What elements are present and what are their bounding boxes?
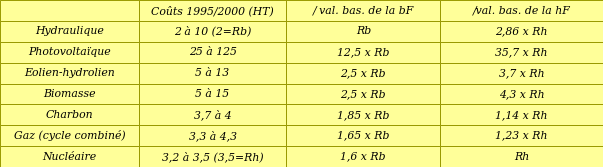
Bar <box>440 125 603 146</box>
Bar <box>0 104 139 125</box>
Bar <box>139 146 286 167</box>
Bar <box>139 0 286 21</box>
Bar <box>286 21 440 42</box>
Text: 35,7 x Rh: 35,7 x Rh <box>495 47 548 57</box>
Bar <box>139 63 286 84</box>
Bar <box>440 21 603 42</box>
Text: 2,5 x Rb: 2,5 x Rb <box>341 68 386 78</box>
Bar <box>0 0 139 21</box>
Text: Coûts 1995/2000 (HT): Coûts 1995/2000 (HT) <box>151 5 274 16</box>
Text: 1,14 x Rh: 1,14 x Rh <box>495 110 548 120</box>
Bar <box>0 63 139 84</box>
Bar <box>286 63 440 84</box>
Bar <box>286 0 440 21</box>
Bar <box>0 42 139 63</box>
Text: 2,86 x Rh: 2,86 x Rh <box>495 26 548 36</box>
Bar <box>286 125 440 146</box>
Text: /val. bas. de la hF: /val. bas. de la hF <box>473 6 570 15</box>
Bar <box>286 104 440 125</box>
Text: 2 à 10 (2=Rb): 2 à 10 (2=Rb) <box>174 26 251 37</box>
Bar <box>440 63 603 84</box>
Text: Hydraulique: Hydraulique <box>35 26 104 36</box>
Text: Photovoltaïque: Photovoltaïque <box>28 47 111 57</box>
Text: 1,6 x Rb: 1,6 x Rb <box>341 152 386 161</box>
Text: Eolien-hydrolien: Eolien-hydrolien <box>24 68 115 78</box>
Bar <box>0 146 139 167</box>
Text: Rh: Rh <box>514 152 529 161</box>
Bar <box>0 125 139 146</box>
Bar <box>440 84 603 104</box>
Bar <box>286 146 440 167</box>
Bar <box>139 125 286 146</box>
Bar <box>139 21 286 42</box>
Bar <box>0 21 139 42</box>
Bar <box>286 84 440 104</box>
Bar <box>0 84 139 104</box>
Text: / val. bas. de la bF: / val. bas. de la bF <box>313 6 414 15</box>
Bar <box>440 104 603 125</box>
Text: 1,65 x Rb: 1,65 x Rb <box>337 131 390 141</box>
Text: 3,3 à 4,3: 3,3 à 4,3 <box>189 130 236 141</box>
Text: 5 à 15: 5 à 15 <box>195 89 230 99</box>
Bar <box>440 0 603 21</box>
Bar <box>286 42 440 63</box>
Bar <box>440 42 603 63</box>
Text: Biomasse: Biomasse <box>43 89 96 99</box>
Bar <box>139 42 286 63</box>
Text: 3,7 à 4: 3,7 à 4 <box>194 109 232 120</box>
Text: Gaz (cycle combiné): Gaz (cycle combiné) <box>13 130 125 141</box>
Text: 3,7 x Rh: 3,7 x Rh <box>499 68 545 78</box>
Text: Rb: Rb <box>356 26 371 36</box>
Text: 1,85 x Rb: 1,85 x Rb <box>337 110 390 120</box>
Text: Nucléaire: Nucléaire <box>42 152 96 161</box>
Bar <box>440 146 603 167</box>
Bar <box>139 104 286 125</box>
Text: 4,3 x Rh: 4,3 x Rh <box>499 89 545 99</box>
Text: 1,23 x Rh: 1,23 x Rh <box>495 131 548 141</box>
Text: 25 à 125: 25 à 125 <box>189 47 236 57</box>
Text: 2,5 x Rb: 2,5 x Rb <box>341 89 386 99</box>
Text: 5 à 13: 5 à 13 <box>195 68 230 78</box>
Bar <box>139 84 286 104</box>
Text: Charbon: Charbon <box>46 110 93 120</box>
Text: 12,5 x Rb: 12,5 x Rb <box>337 47 390 57</box>
Text: 3,2 à 3,5 (3,5=Rh): 3,2 à 3,5 (3,5=Rh) <box>162 151 264 162</box>
